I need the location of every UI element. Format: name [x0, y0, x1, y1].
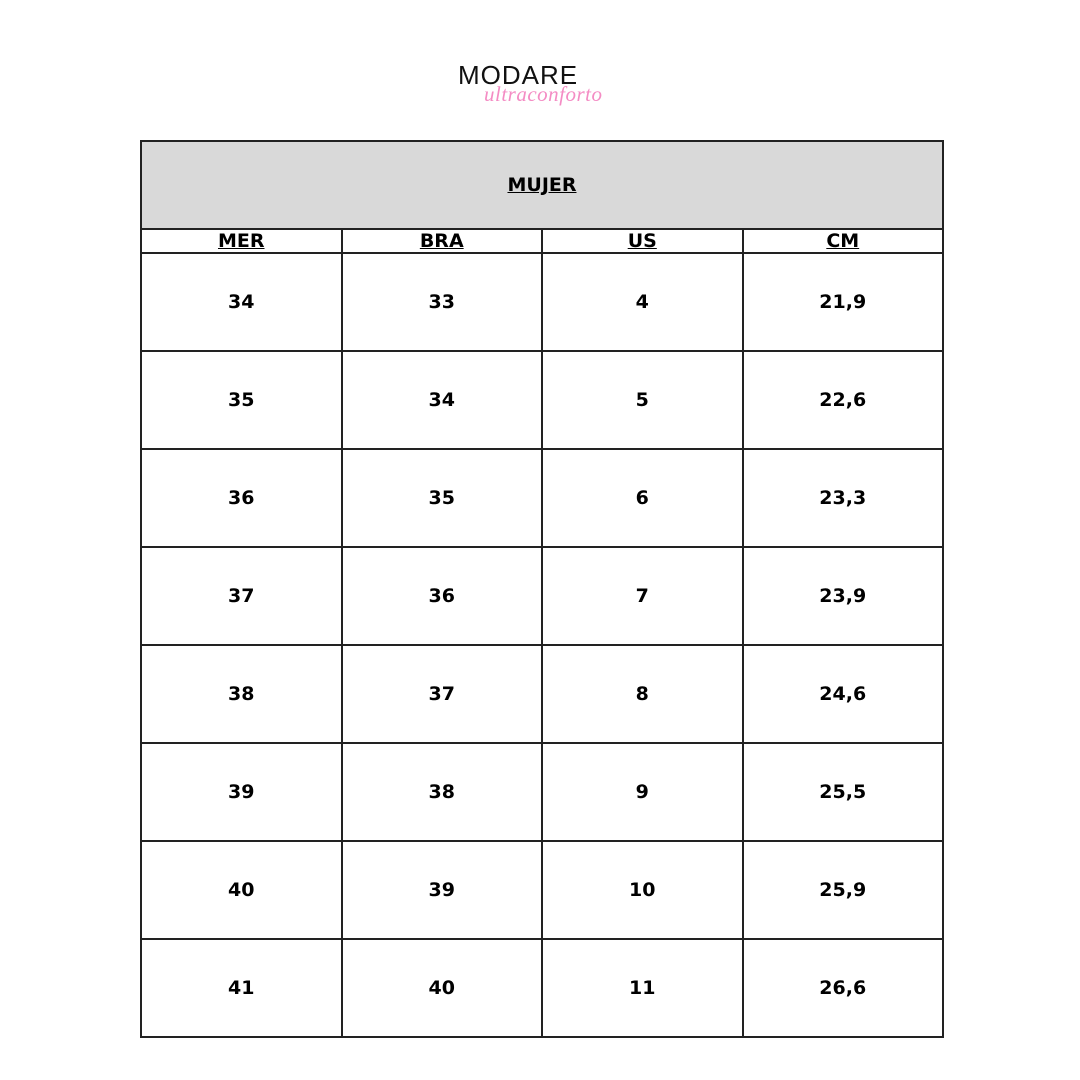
table-row: 39 38 9 25,5	[140, 742, 944, 842]
cell-mer: 36	[140, 448, 343, 548]
cell-bra: 37	[340, 644, 543, 744]
cell-cm: 25,9	[741, 840, 944, 940]
cell-bra: 39	[340, 840, 543, 940]
table-title: MUJER	[140, 140, 944, 230]
cell-mer: 40	[140, 840, 343, 940]
cell-mer: 35	[140, 350, 343, 450]
cell-bra: 38	[340, 742, 543, 842]
cell-us: 10	[541, 840, 744, 940]
size-chart-table: MUJER MER BRA US CM 34 33 4 21,9 35 34 5 22,6 36 35 6…	[140, 140, 944, 1038]
table-row: 41 40 11 26,6	[140, 938, 944, 1038]
cell-us: 7	[541, 546, 744, 646]
table-row: 35 34 5 22,6	[140, 350, 944, 450]
header-row: MER BRA US CM	[140, 228, 944, 254]
cell-us: 5	[541, 350, 744, 450]
modare-logo: MODARE ultraconforto	[440, 56, 640, 116]
cell-mer: 37	[140, 546, 343, 646]
column-header-text: BRA	[419, 230, 464, 252]
column-header-cm: CM	[741, 228, 944, 254]
table-row: 40 39 10 25,9	[140, 840, 944, 940]
table-title-text: MUJER	[507, 174, 577, 196]
logo-brand: MODARE	[458, 60, 579, 90]
cell-cm: 23,3	[741, 448, 944, 548]
cell-cm: 25,5	[741, 742, 944, 842]
column-header-bra: BRA	[340, 228, 543, 254]
cell-mer: 39	[140, 742, 343, 842]
cell-cm: 21,9	[741, 252, 944, 352]
column-header-text: MER	[217, 230, 265, 252]
cell-us: 9	[541, 742, 744, 842]
cell-bra: 35	[340, 448, 543, 548]
title-row: MUJER	[140, 140, 944, 230]
cell-us: 6	[541, 448, 744, 548]
table-row: 37 36 7 23,9	[140, 546, 944, 646]
logo-tagline: ultraconforto	[484, 82, 603, 106]
cell-mer: 41	[140, 938, 343, 1038]
table-row: 36 35 6 23,3	[140, 448, 944, 548]
table-row: 38 37 8 24,6	[140, 644, 944, 744]
column-header-mer: MER	[140, 228, 343, 254]
cell-mer: 38	[140, 644, 343, 744]
cell-cm: 24,6	[741, 644, 944, 744]
cell-us: 11	[541, 938, 744, 1038]
cell-cm: 23,9	[741, 546, 944, 646]
cell-bra: 33	[340, 252, 543, 352]
cell-bra: 34	[340, 350, 543, 450]
cell-us: 4	[541, 252, 744, 352]
cell-cm: 22,6	[741, 350, 944, 450]
cell-us: 8	[541, 644, 744, 744]
cell-bra: 40	[340, 938, 543, 1038]
column-header-text: CM	[826, 230, 860, 252]
cell-mer: 34	[140, 252, 343, 352]
column-header-text: US	[627, 230, 657, 252]
cell-bra: 36	[340, 546, 543, 646]
table-row: 34 33 4 21,9	[140, 252, 944, 352]
column-header-us: US	[541, 228, 744, 254]
cell-cm: 26,6	[741, 938, 944, 1038]
